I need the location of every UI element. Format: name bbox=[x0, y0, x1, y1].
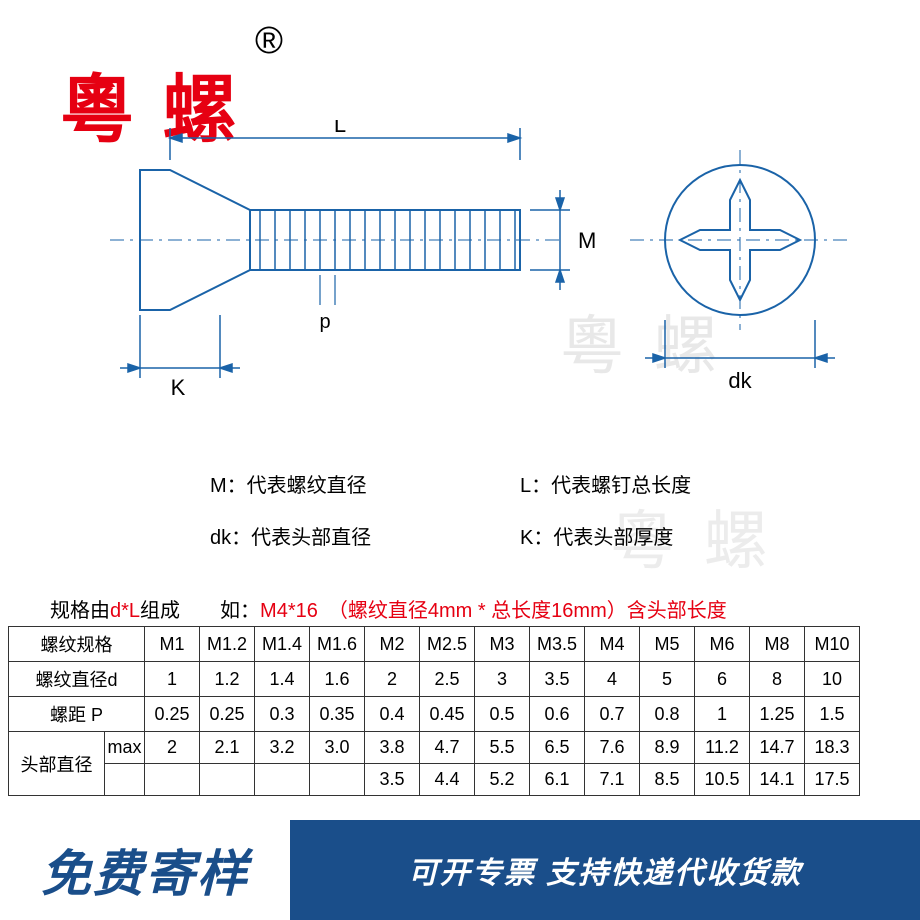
banner-right-text: 可开专票 支持快递代收货款 bbox=[290, 820, 920, 920]
promo-banner: 免费寄样 可开专票 支持快递代收货款 bbox=[0, 820, 920, 920]
table-row: 头部直径 max 22.13.23.03.84.75.56.57.68.911.… bbox=[9, 732, 860, 764]
table-row: 螺纹直径d 11.21.41.622.533.5456810 bbox=[9, 662, 860, 697]
table-row: 3.54.45.26.17.18.510.514.117.5 bbox=[9, 764, 860, 796]
legend-L: L：代表螺钉总长度 bbox=[520, 460, 830, 512]
registered-mark: ® bbox=[255, 20, 283, 63]
table-row: 螺距 P 0.250.250.30.350.40.450.50.60.70.81… bbox=[9, 697, 860, 732]
spec-table: 螺纹规格 M1M1.2M1.4M1.6M2M2.5M3M3.5M4M5M6M8M… bbox=[8, 626, 860, 796]
legend-M: M：代表螺纹直径 bbox=[210, 460, 520, 512]
spec-formula: 规格由d*L组成 如：M4*16 （螺纹直径4mm * 总长度16mm）含头部长… bbox=[50, 594, 727, 623]
legend-K: K：代表头部厚度 bbox=[520, 512, 830, 564]
label-p: p bbox=[319, 311, 330, 333]
label-M: M bbox=[578, 228, 596, 253]
label-dk: dk bbox=[728, 368, 752, 393]
screw-diagram: L bbox=[100, 120, 860, 400]
legend-dk: dk：代表头部直径 bbox=[210, 512, 520, 564]
table-row: 螺纹规格 M1M1.2M1.4M1.6M2M2.5M3M3.5M4M5M6M8M… bbox=[9, 627, 860, 662]
label-K: K bbox=[171, 375, 186, 400]
banner-left-text: 免费寄样 bbox=[0, 820, 290, 920]
dimension-legend: M：代表螺纹直径 L：代表螺钉总长度 dk：代表头部直径 K：代表头部厚度 bbox=[210, 460, 830, 564]
label-L: L bbox=[334, 120, 346, 137]
